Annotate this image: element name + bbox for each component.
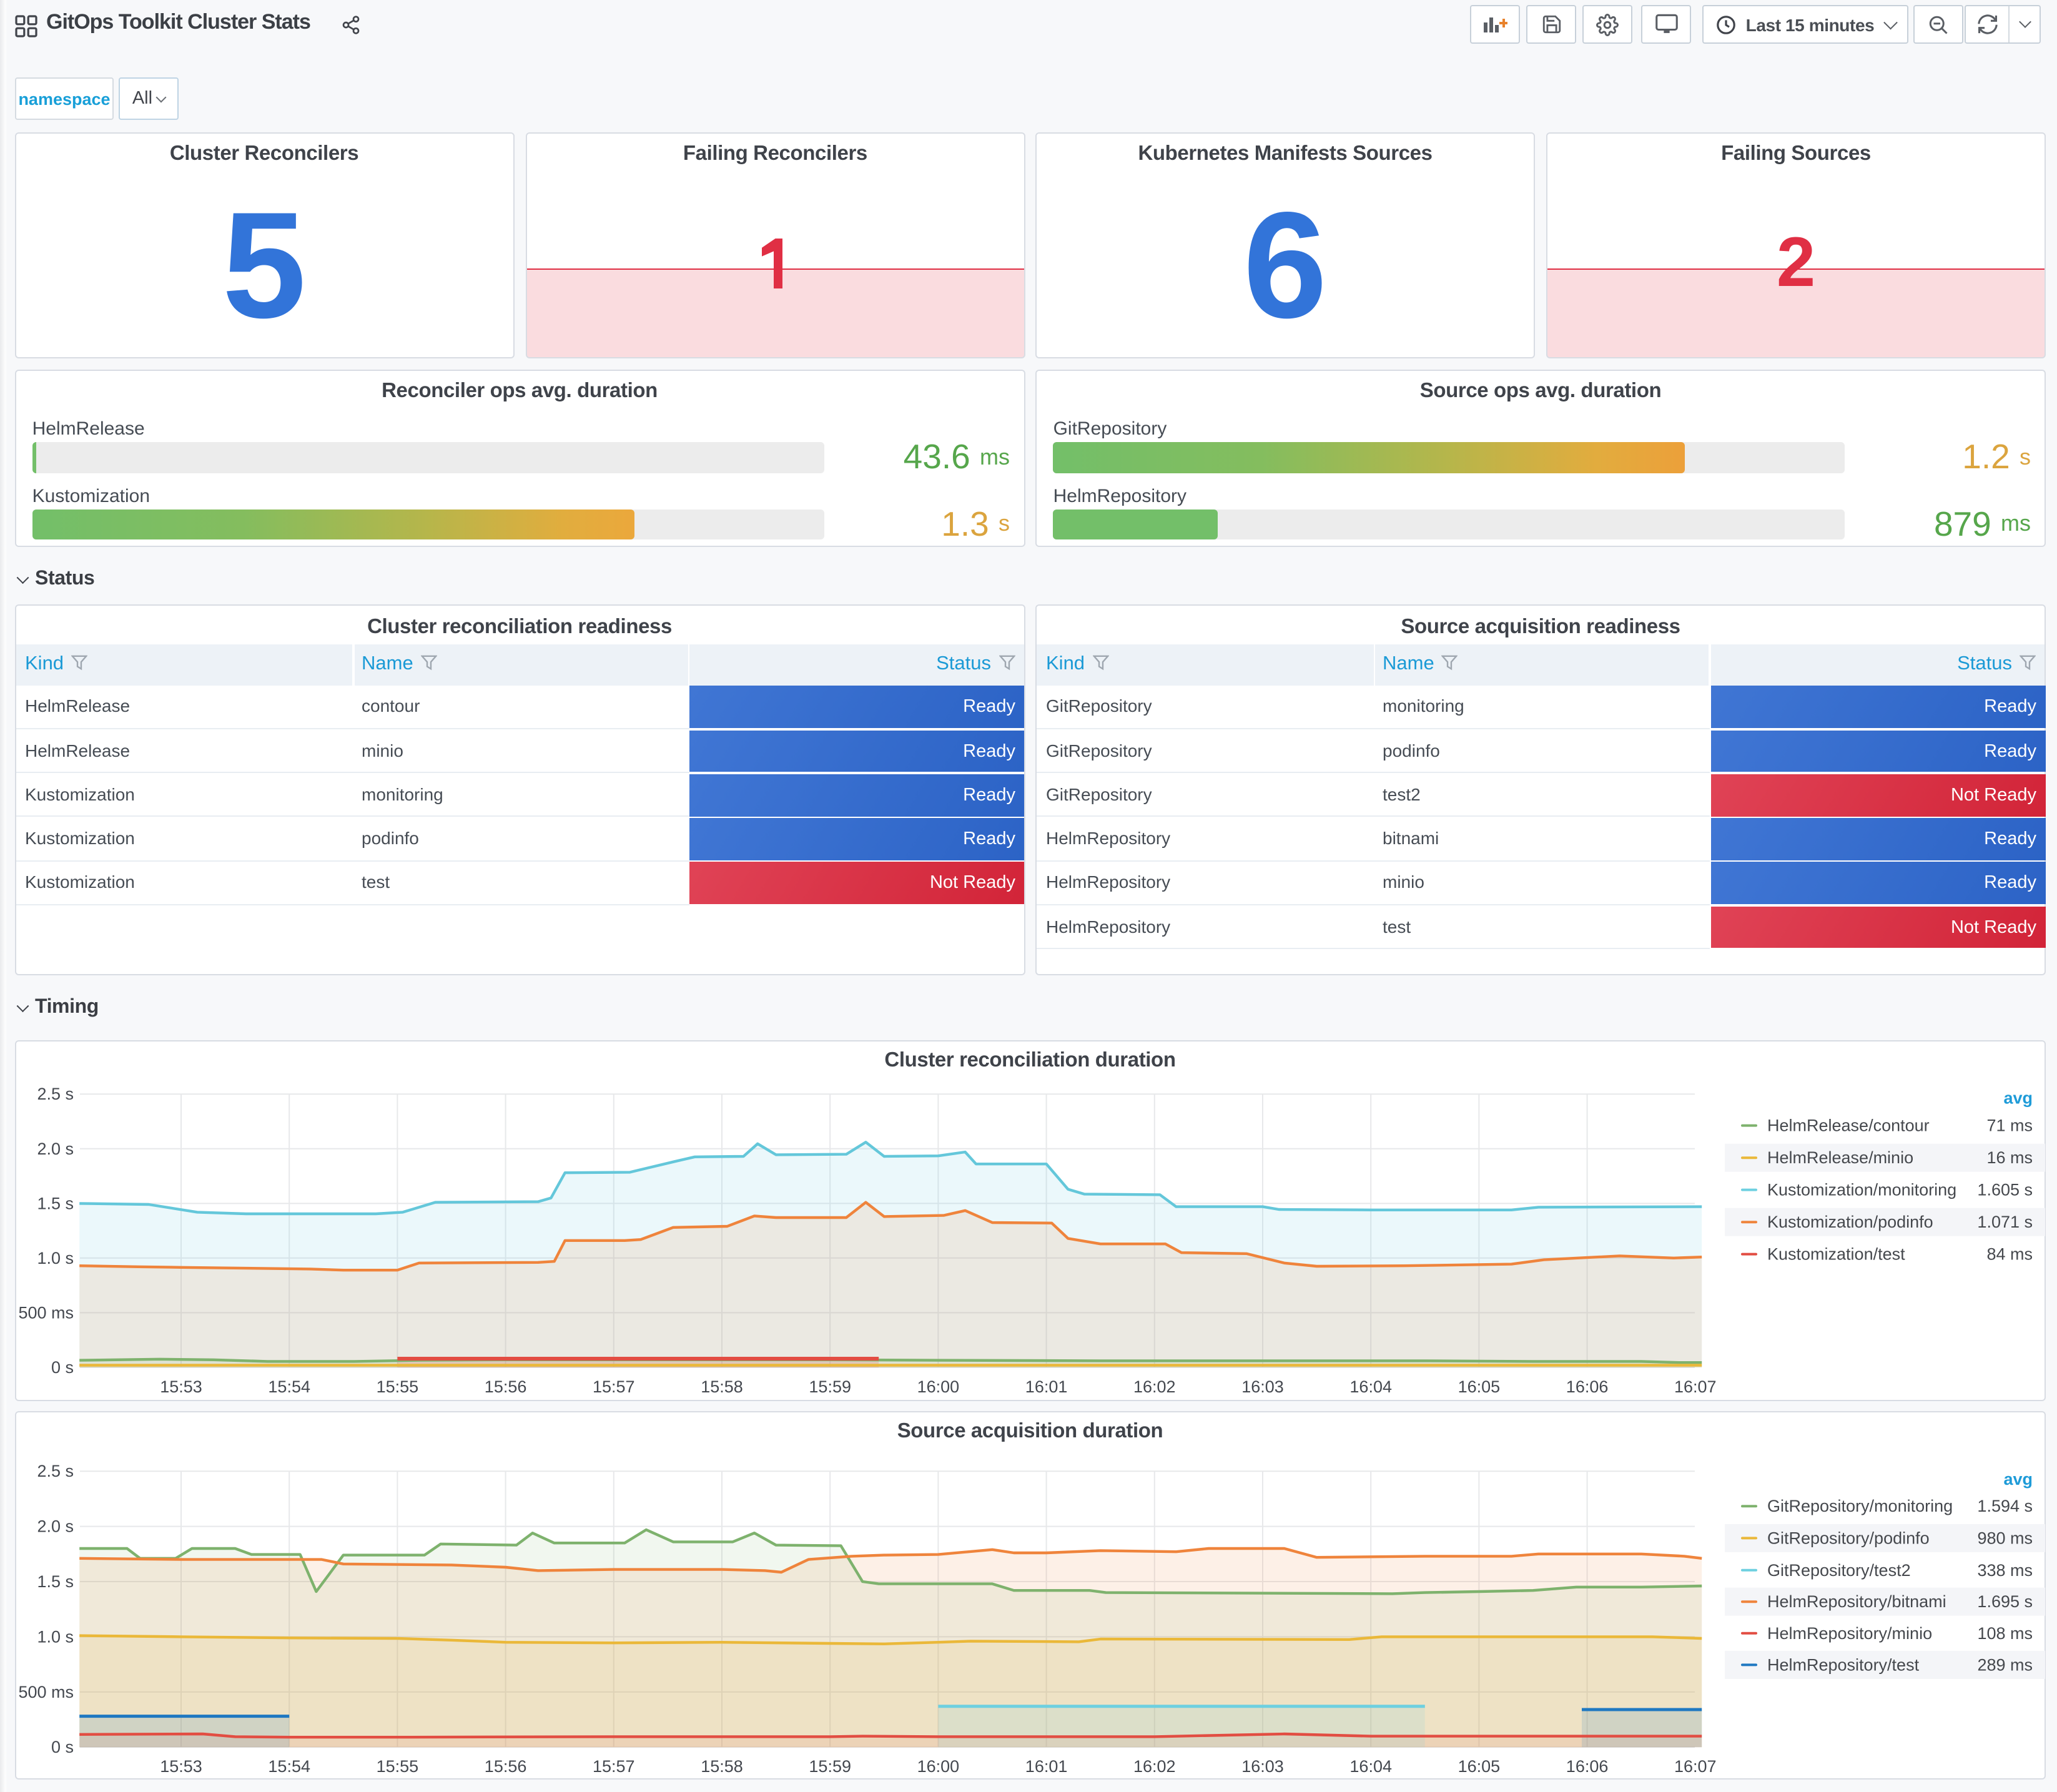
svg-text:Kustomization/podinfo: Kustomization/podinfo: [1767, 1213, 1933, 1231]
svg-text:16:06: 16:06: [1566, 1377, 1608, 1396]
svg-text:15:57: 15:57: [592, 1377, 634, 1396]
svg-text:16 ms: 16 ms: [1986, 1148, 2032, 1167]
svg-text:Kustomization/monitoring: Kustomization/monitoring: [1767, 1180, 1956, 1199]
svg-text:16:01: 16:01: [1025, 1758, 1067, 1776]
svg-text:15:56: 15:56: [484, 1758, 526, 1776]
svg-text:16:05: 16:05: [1458, 1758, 1500, 1776]
svg-text:289 ms: 289 ms: [1976, 1656, 2032, 1675]
svg-text:980 ms: 980 ms: [1976, 1529, 2032, 1548]
svg-text:16:04: 16:04: [1349, 1377, 1391, 1396]
svg-text:500 ms: 500 ms: [17, 1683, 73, 1701]
svg-text:16:04: 16:04: [1349, 1758, 1391, 1776]
svg-text:16:01: 16:01: [1025, 1377, 1067, 1396]
svg-text:500 ms: 500 ms: [17, 1303, 73, 1322]
svg-text:15:58: 15:58: [700, 1377, 742, 1396]
svg-text:GitRepository/test2: GitRepository/test2: [1767, 1561, 1910, 1580]
svg-text:1.594 s: 1.594 s: [1976, 1497, 2032, 1516]
svg-text:16:00: 16:00: [917, 1377, 959, 1396]
svg-text:1.5 s: 1.5 s: [36, 1194, 73, 1213]
svg-text:avg: avg: [2003, 1088, 2032, 1107]
svg-text:15:53: 15:53: [159, 1377, 202, 1396]
svg-text:1.605 s: 1.605 s: [1976, 1180, 2032, 1199]
svg-text:2.5 s: 2.5 s: [36, 1085, 73, 1103]
svg-text:15:55: 15:55: [376, 1758, 418, 1776]
svg-text:16:00: 16:00: [917, 1758, 959, 1776]
svg-text:HelmRepository/minio: HelmRepository/minio: [1767, 1624, 1931, 1643]
svg-text:1.0 s: 1.0 s: [36, 1628, 73, 1647]
svg-text:1.071 s: 1.071 s: [1976, 1213, 2032, 1231]
svg-text:16:05: 16:05: [1458, 1377, 1500, 1396]
svg-text:16:02: 16:02: [1133, 1758, 1175, 1776]
svg-text:15:58: 15:58: [700, 1758, 742, 1776]
svg-text:108 ms: 108 ms: [1976, 1624, 2032, 1643]
svg-text:16:07: 16:07: [1674, 1758, 1716, 1776]
svg-text:HelmRelease/contour: HelmRelease/contour: [1767, 1116, 1929, 1135]
svg-text:15:54: 15:54: [267, 1377, 310, 1396]
svg-text:15:57: 15:57: [592, 1758, 634, 1776]
svg-text:15:59: 15:59: [808, 1377, 851, 1396]
svg-text:1.695 s: 1.695 s: [1976, 1593, 2032, 1612]
svg-text:16:03: 16:03: [1241, 1758, 1283, 1776]
svg-text:15:53: 15:53: [159, 1758, 202, 1776]
svg-text:HelmRepository/bitnami: HelmRepository/bitnami: [1767, 1593, 1946, 1612]
svg-text:HelmRepository/test: HelmRepository/test: [1767, 1656, 1919, 1675]
svg-text:GitRepository/monitoring: GitRepository/monitoring: [1767, 1497, 1952, 1516]
svg-text:GitRepository/podinfo: GitRepository/podinfo: [1767, 1529, 1929, 1548]
svg-text:15:59: 15:59: [808, 1758, 851, 1776]
svg-text:15:56: 15:56: [484, 1377, 526, 1396]
svg-text:0 s: 0 s: [51, 1738, 73, 1757]
svg-text:HelmRelease/minio: HelmRelease/minio: [1767, 1148, 1913, 1167]
svg-text:1.0 s: 1.0 s: [36, 1248, 73, 1267]
svg-text:16:02: 16:02: [1133, 1377, 1175, 1396]
svg-text:2.5 s: 2.5 s: [36, 1462, 73, 1481]
svg-text:71 ms: 71 ms: [1986, 1116, 2032, 1135]
svg-text:16:07: 16:07: [1674, 1377, 1716, 1396]
svg-text:15:54: 15:54: [267, 1758, 310, 1776]
svg-text:1.5 s: 1.5 s: [36, 1573, 73, 1592]
svg-text:15:55: 15:55: [376, 1377, 418, 1396]
svg-text:16:06: 16:06: [1566, 1758, 1608, 1776]
svg-text:0 s: 0 s: [51, 1357, 73, 1376]
svg-text:avg: avg: [2003, 1470, 2032, 1489]
svg-text:84 ms: 84 ms: [1986, 1244, 2032, 1263]
svg-text:2.0 s: 2.0 s: [36, 1139, 73, 1158]
svg-text:16:03: 16:03: [1241, 1377, 1283, 1396]
svg-text:338 ms: 338 ms: [1976, 1561, 2032, 1580]
svg-text:2.0 s: 2.0 s: [36, 1517, 73, 1536]
svg-text:Kustomization/test: Kustomization/test: [1767, 1244, 1905, 1263]
